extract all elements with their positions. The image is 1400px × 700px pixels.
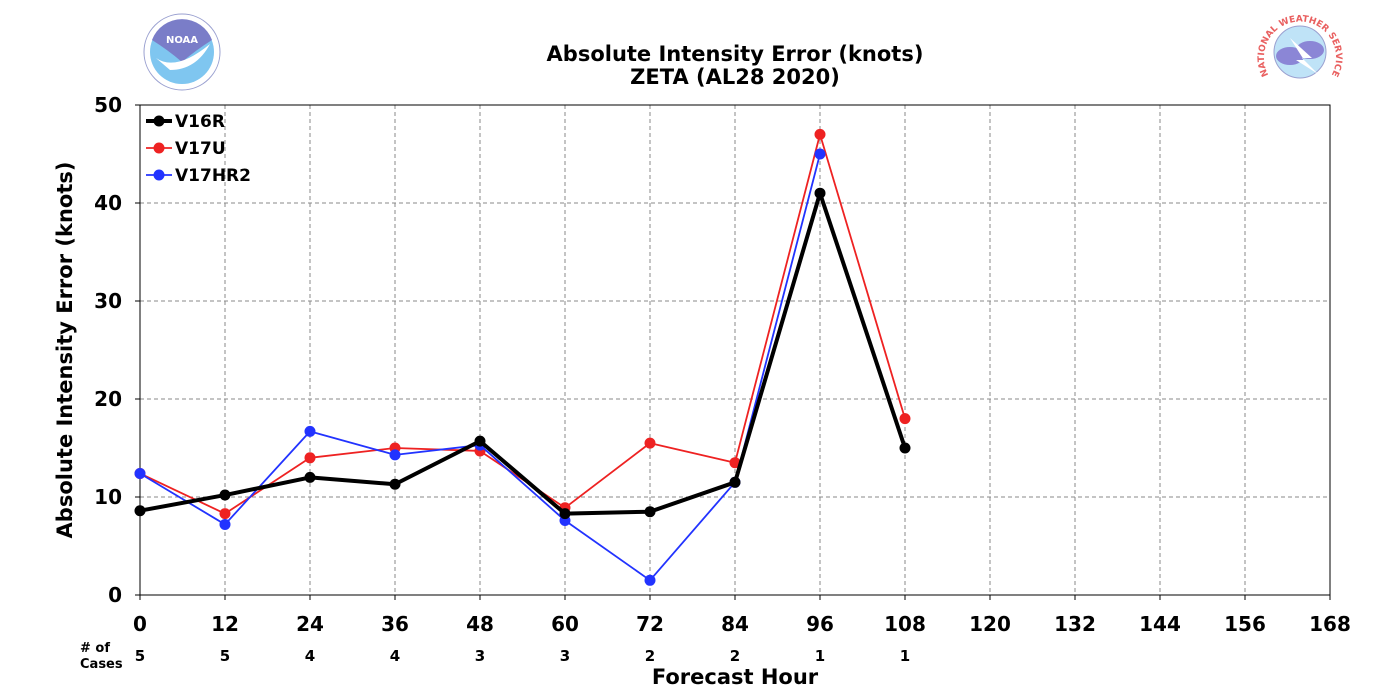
y-tick-label: 50: [94, 93, 122, 117]
series-v17u: [134, 128, 911, 520]
x-tick-label: 168: [1309, 612, 1351, 636]
data-point: [644, 574, 656, 586]
legend-swatch-marker: [153, 142, 165, 154]
case-count: 1: [815, 647, 825, 665]
data-point: [814, 128, 826, 140]
x-tick-label: 48: [466, 612, 494, 636]
data-point: [219, 489, 231, 501]
data-point: [389, 449, 401, 461]
legend-label: V17HR2: [175, 166, 251, 186]
data-point: [134, 467, 146, 479]
data-point: [304, 452, 316, 464]
y-axis-label: Absolute Intensity Error (knots): [53, 162, 77, 539]
series-layer: [134, 128, 911, 586]
series-line: [139, 191, 907, 516]
x-tick-label: 156: [1224, 612, 1266, 636]
y-tick-label: 30: [94, 289, 122, 313]
x-tick-label: 96: [806, 612, 834, 636]
data-point: [304, 471, 316, 483]
y-tick-label: 20: [94, 387, 122, 411]
x-tick-label: 72: [636, 612, 664, 636]
case-count: 2: [645, 647, 655, 665]
x-tick-label: 120: [969, 612, 1011, 636]
data-point: [389, 478, 401, 490]
data-point: [899, 413, 911, 425]
case-count: 3: [475, 647, 485, 665]
data-point: [559, 508, 571, 520]
legend-label: V16R: [175, 112, 225, 132]
legend: V16R V17U V17HR2: [146, 112, 251, 186]
legend-swatch-marker: [153, 115, 165, 127]
chart-title: Absolute Intensity Error (knots): [547, 42, 924, 66]
case-count: 1: [900, 647, 910, 665]
y-tick-label: 0: [108, 583, 122, 607]
cases-row: # of Cases 5 5 4 4 3 3 2 2 1 1: [80, 641, 910, 672]
data-point: [644, 437, 656, 449]
data-point: [729, 476, 741, 488]
noaa-logo-icon: NOAA: [143, 13, 221, 91]
data-point: [219, 518, 231, 530]
y-tick-labels: 0 10 20 30 40 50: [94, 93, 140, 607]
case-count: 4: [390, 647, 400, 665]
x-tick-label: 84: [721, 612, 749, 636]
y-tick-label: 10: [94, 485, 122, 509]
x-tick-label: 0: [133, 612, 147, 636]
series-v16r: [134, 187, 911, 520]
x-tick-label: 144: [1139, 612, 1181, 636]
data-point: [814, 187, 826, 199]
y-tick-label: 40: [94, 191, 122, 215]
x-tick-label: 12: [211, 612, 239, 636]
case-count: 3: [560, 647, 570, 665]
case-count: 2: [730, 647, 740, 665]
case-count: 5: [220, 647, 230, 665]
case-count: 4: [305, 647, 315, 665]
x-tick-label: 36: [381, 612, 409, 636]
x-tick-label: 132: [1054, 612, 1096, 636]
data-point: [814, 148, 826, 160]
data-point: [644, 506, 656, 518]
x-tick-labels: 0 12 24 36 48 60 72 84 96 108 120 132 144 156 168: [133, 595, 1351, 636]
data-point: [729, 457, 741, 469]
legend-label: V17U: [175, 139, 226, 159]
x-axis-label: Forecast Hour: [652, 665, 819, 689]
legend-item-v16r: V16R: [146, 112, 225, 132]
x-tick-label: 24: [296, 612, 324, 636]
series-line: [139, 133, 906, 515]
data-point: [899, 442, 911, 454]
legend-swatch-marker: [153, 169, 165, 181]
case-count: 5: [135, 647, 145, 665]
data-point: [474, 435, 486, 447]
noaa-logo-text: NOAA: [166, 35, 198, 46]
legend-item-v17u: V17U: [146, 139, 226, 159]
data-point: [219, 508, 231, 520]
x-tick-label: 60: [551, 612, 579, 636]
data-point: [134, 505, 146, 517]
data-point: [304, 425, 316, 437]
nws-logo-icon: NATIONAL WEATHER SERVICE: [1257, 14, 1343, 90]
chart-subtitle: ZETA (AL28 2020): [630, 65, 840, 89]
x-tick-label: 108: [884, 612, 926, 636]
legend-item-v17hr2: V17HR2: [146, 166, 251, 186]
cases-label: # of Cases: [80, 641, 123, 672]
grid: [140, 105, 1330, 595]
